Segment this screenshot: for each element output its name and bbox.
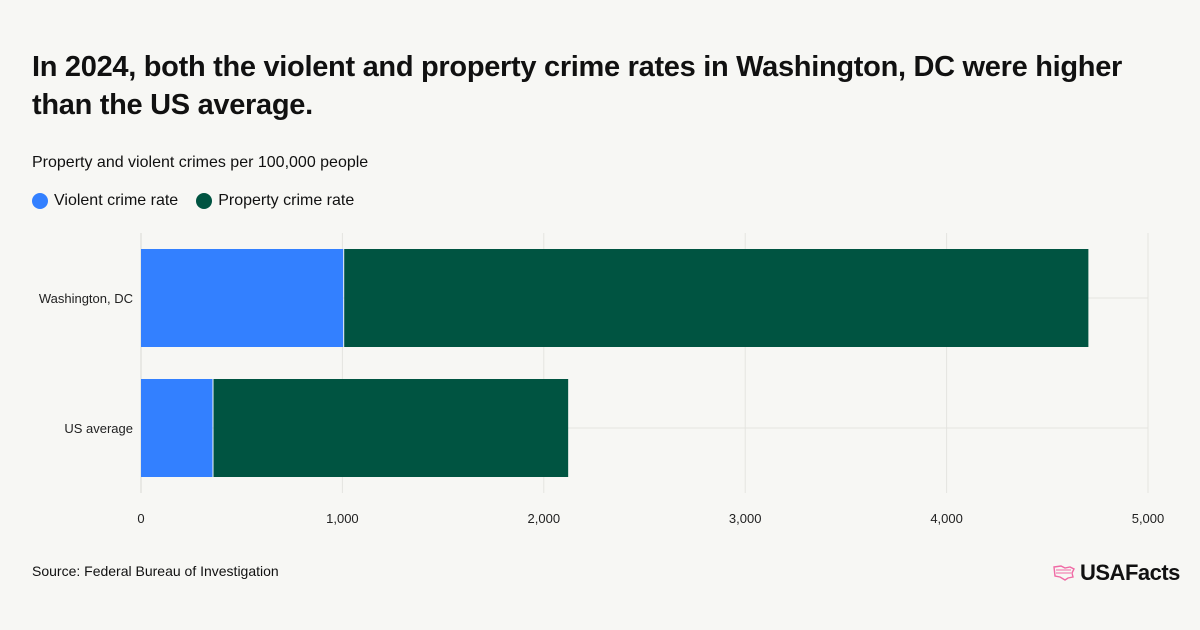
us-map-icon	[1053, 565, 1075, 581]
x-tick-label: 1,000	[326, 511, 359, 526]
legend-item-property: Property crime rate	[196, 192, 354, 210]
source-note: Source: Federal Bureau of Investigation	[32, 563, 279, 579]
y-category-label: Washington, DC	[39, 291, 133, 306]
x-tick-label: 2,000	[528, 511, 561, 526]
bar-property	[344, 249, 1089, 347]
x-tick-label: 5,000	[1132, 511, 1165, 526]
chart-title: In 2024, both the violent and property c…	[32, 51, 1123, 121]
x-tick-label: 4,000	[930, 511, 963, 526]
bar-violent	[141, 249, 344, 347]
usafacts-logo: USAFacts	[1052, 560, 1180, 586]
logo-text: USAFacts	[1080, 560, 1180, 585]
legend-item-violent: Violent crime rate	[32, 192, 178, 210]
chart-subtitle: Property and violent crimes per 100,000 …	[32, 154, 369, 171]
legend: Violent crime rate Property crime rate	[32, 192, 354, 210]
bar-violent	[141, 379, 213, 477]
legend-label: Violent crime rate	[54, 192, 179, 209]
bar-property	[213, 379, 569, 477]
legend-swatch-property	[196, 193, 213, 209]
legend-label: Property crime rate	[218, 192, 355, 209]
y-category-label: US average	[64, 421, 133, 436]
x-tick-label: 3,000	[729, 511, 762, 526]
legend-swatch-violent	[32, 193, 48, 209]
x-tick-label: 0	[137, 511, 144, 526]
